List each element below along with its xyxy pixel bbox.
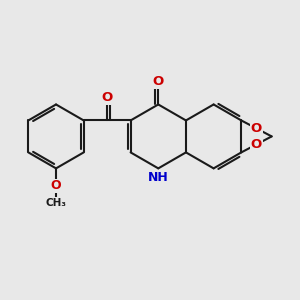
Text: O: O — [51, 179, 61, 193]
Text: CH₃: CH₃ — [46, 198, 67, 208]
Text: NH: NH — [148, 171, 169, 184]
Text: O: O — [153, 75, 164, 88]
Text: O: O — [251, 122, 262, 135]
Text: O: O — [101, 91, 113, 104]
Text: O: O — [251, 138, 262, 151]
